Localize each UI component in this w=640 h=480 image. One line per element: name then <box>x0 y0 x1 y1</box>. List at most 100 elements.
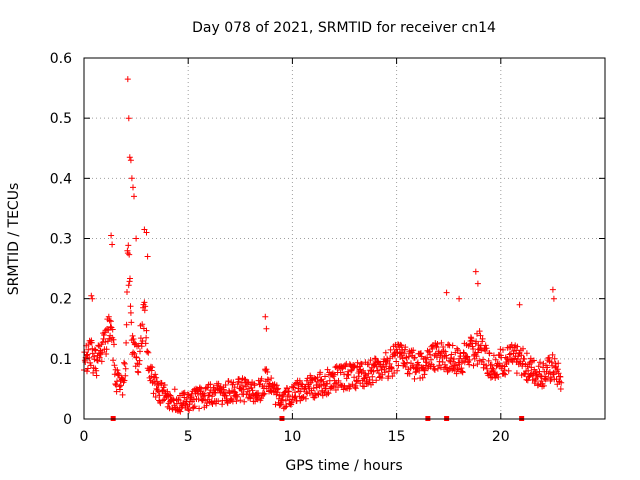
data-point <box>424 354 431 361</box>
data-point <box>381 369 388 376</box>
data-point <box>414 359 421 366</box>
data-point <box>401 360 408 367</box>
data-point <box>337 369 344 376</box>
data-point <box>267 387 274 394</box>
data-point <box>549 362 556 369</box>
data-point <box>458 365 465 372</box>
data-point <box>166 391 173 398</box>
data-point <box>549 286 556 293</box>
data-point <box>283 403 290 410</box>
data-point <box>459 369 466 376</box>
data-point <box>263 325 270 332</box>
data-point <box>181 389 188 396</box>
data-point <box>304 375 311 382</box>
data-point <box>261 390 268 397</box>
data-point <box>275 385 282 392</box>
data-point <box>85 346 92 353</box>
axis-ticks: 0 0.1 0.2 0.3 0.4 0.5 0.6 0 5 10 15 20 <box>50 51 605 445</box>
y-tick-label: 0.4 <box>50 171 72 187</box>
data-point <box>549 351 556 358</box>
data-point <box>518 352 525 359</box>
y-tick-label: 0 <box>63 412 72 428</box>
data-point <box>127 275 133 282</box>
data-point <box>159 387 166 394</box>
data-point <box>335 377 342 384</box>
data-point <box>129 332 136 339</box>
data-point <box>332 380 338 387</box>
data-point <box>445 341 452 348</box>
data-point <box>263 366 270 373</box>
data-point <box>365 380 371 387</box>
data-point <box>310 385 317 392</box>
data-point <box>222 382 229 388</box>
data-point <box>111 362 118 369</box>
y-tick-label: 0.1 <box>50 352 72 368</box>
data-point <box>542 376 549 383</box>
data-point <box>258 395 265 402</box>
y-tick-label: 0.6 <box>50 51 72 67</box>
data-point <box>247 395 254 402</box>
data-point <box>254 396 261 403</box>
data-point <box>360 367 367 374</box>
y-tick-label: 0.5 <box>50 111 72 127</box>
data-point <box>394 367 401 374</box>
data-point <box>450 358 457 365</box>
data-point <box>84 368 90 375</box>
data-point <box>350 363 357 370</box>
data-point <box>367 357 374 364</box>
data-point <box>398 342 405 349</box>
data-point <box>427 351 434 358</box>
data-point <box>402 344 409 351</box>
data-point <box>527 355 534 362</box>
data-point <box>152 371 159 378</box>
data-point <box>426 360 433 367</box>
data-point <box>434 365 441 372</box>
data-point <box>153 374 160 381</box>
data-point <box>358 361 365 368</box>
data-point <box>474 361 481 368</box>
data-point <box>121 359 127 366</box>
data-point <box>111 341 117 348</box>
data-point <box>177 408 184 415</box>
data-point <box>474 330 480 337</box>
x-tick-label: 10 <box>283 429 301 445</box>
data-point <box>139 321 146 328</box>
data-point <box>492 375 499 381</box>
data-point <box>105 313 112 320</box>
data-point <box>520 345 526 352</box>
data-point <box>103 346 110 353</box>
data-point <box>485 357 492 364</box>
data-point <box>492 356 499 363</box>
data-point <box>104 326 110 332</box>
data-point <box>119 391 126 398</box>
data-point <box>514 343 521 350</box>
data-point <box>483 345 490 352</box>
data-point <box>322 373 328 380</box>
data-point <box>196 405 203 412</box>
data-point <box>297 397 304 404</box>
data-point <box>499 362 506 369</box>
data-point <box>215 398 222 405</box>
data-point <box>457 353 464 360</box>
data-point <box>421 366 427 373</box>
x-tick-label: 20 <box>492 429 510 445</box>
data-point <box>84 351 91 358</box>
data-point <box>419 374 426 381</box>
data-point <box>317 369 324 376</box>
data-point <box>451 356 457 362</box>
data-point <box>361 383 368 390</box>
data-point <box>365 370 372 377</box>
data-point <box>357 366 364 373</box>
data-point <box>251 382 258 389</box>
data-point <box>410 347 417 354</box>
data-point <box>117 386 123 393</box>
data-point <box>138 343 145 350</box>
data-point <box>265 376 272 383</box>
data-point <box>185 406 192 413</box>
data-point <box>494 371 500 378</box>
data-point <box>160 397 166 404</box>
data-point <box>139 338 146 344</box>
data-point <box>133 354 140 361</box>
data-point <box>158 380 165 386</box>
data-point <box>156 392 163 399</box>
